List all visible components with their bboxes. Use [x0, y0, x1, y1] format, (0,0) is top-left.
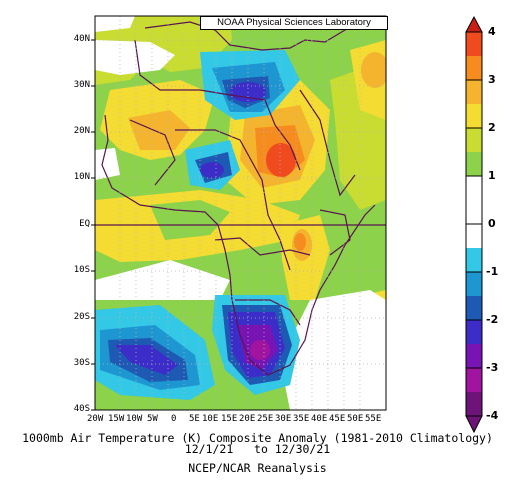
lon-label-35e: 35E [293, 414, 310, 424]
map-title: 1000mb Air Temperature (K) Composite Ano… [22, 431, 493, 445]
lat-label-30n: 30N [73, 80, 90, 90]
lon-label-10w: 10W [126, 414, 143, 424]
colorbar-label-1: 1 [488, 169, 496, 182]
lat-label-30s: 30S [73, 358, 90, 368]
lon-label-15e: 15E [221, 414, 238, 424]
colorbar-label-3: 3 [488, 73, 496, 86]
lat-label-20n: 20N [73, 126, 90, 136]
map-period: 12/1/21 to 12/30/21 [184, 442, 331, 456]
lat-label-eq: EQ [79, 219, 90, 229]
lat-label-20s: 20S [73, 312, 90, 322]
lon-label-40e: 40E [311, 414, 328, 424]
map-source: NCEP/NCAR Reanalysis [188, 461, 327, 475]
lon-label-5e: 5E [189, 414, 200, 424]
lon-label-0: 0 [171, 414, 177, 424]
lon-label-15w: 15W [108, 414, 125, 424]
lon-label-20w: 20W [87, 414, 104, 424]
colorbar-label-0: 0 [488, 217, 496, 230]
lon-label-50e: 50E [347, 414, 364, 424]
colorbar-label-2: 2 [488, 121, 496, 134]
credit-label: NOAA Physical Sciences Laboratory [200, 16, 388, 30]
colorbar-label-neg3: -3 [486, 361, 499, 374]
lon-label-5w: 5W [147, 414, 158, 424]
colorbar-label-neg2: -2 [486, 313, 499, 326]
anomaly-field [95, 16, 386, 410]
lon-label-30e: 30E [275, 414, 292, 424]
lon-label-10e: 10E [202, 414, 219, 424]
lat-label-10s: 10S [73, 265, 90, 275]
colorbar-label-4: 4 [488, 25, 496, 38]
lon-label-45e: 45E [329, 414, 346, 424]
lon-label-25e: 25E [257, 414, 274, 424]
lat-label-40n: 40N [73, 34, 90, 44]
lon-label-20e: 20E [239, 414, 256, 424]
colorbar-label-neg1: -1 [486, 265, 499, 278]
lat-label-10n: 10N [73, 172, 90, 182]
colorbar [465, 15, 483, 434]
lon-label-55e: 55E [365, 414, 382, 424]
lat-label-40s: 40S [73, 404, 90, 414]
colorbar-label-neg4: -4 [486, 409, 499, 422]
